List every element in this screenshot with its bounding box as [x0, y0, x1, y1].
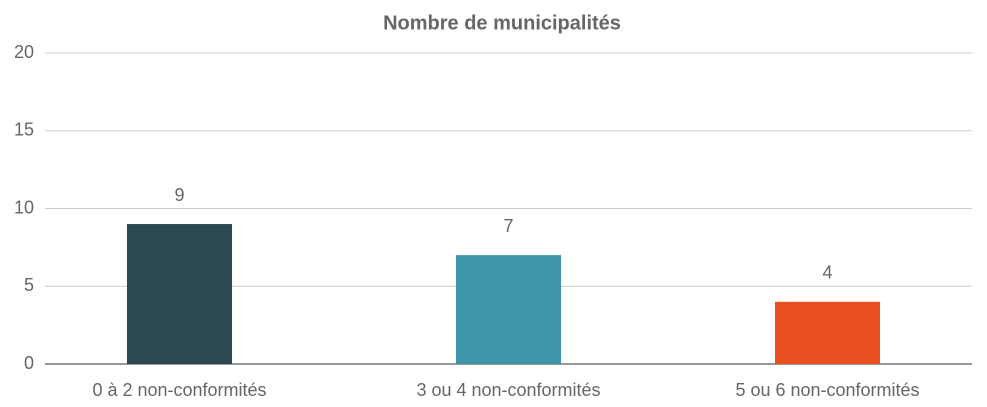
- y-tick-label: 0: [24, 353, 34, 373]
- x-tick-label: 0 à 2 non-conformités: [92, 380, 266, 400]
- y-tick-label: 10: [14, 197, 34, 217]
- value-label: 7: [503, 216, 513, 236]
- value-label: 4: [822, 263, 832, 283]
- x-tick-label: 3 ou 4 non-conformités: [416, 380, 600, 400]
- y-tick-label: 15: [14, 120, 34, 140]
- chart-title: Nombre de municipalités: [383, 12, 621, 34]
- x-tick-label: 5 ou 6 non-conformités: [735, 380, 919, 400]
- value-label: 9: [174, 185, 184, 205]
- bar: [126, 224, 233, 364]
- bar: [774, 301, 881, 364]
- y-tick-label: 5: [24, 275, 34, 295]
- y-tick-label: 20: [14, 42, 34, 62]
- bar: [455, 255, 562, 364]
